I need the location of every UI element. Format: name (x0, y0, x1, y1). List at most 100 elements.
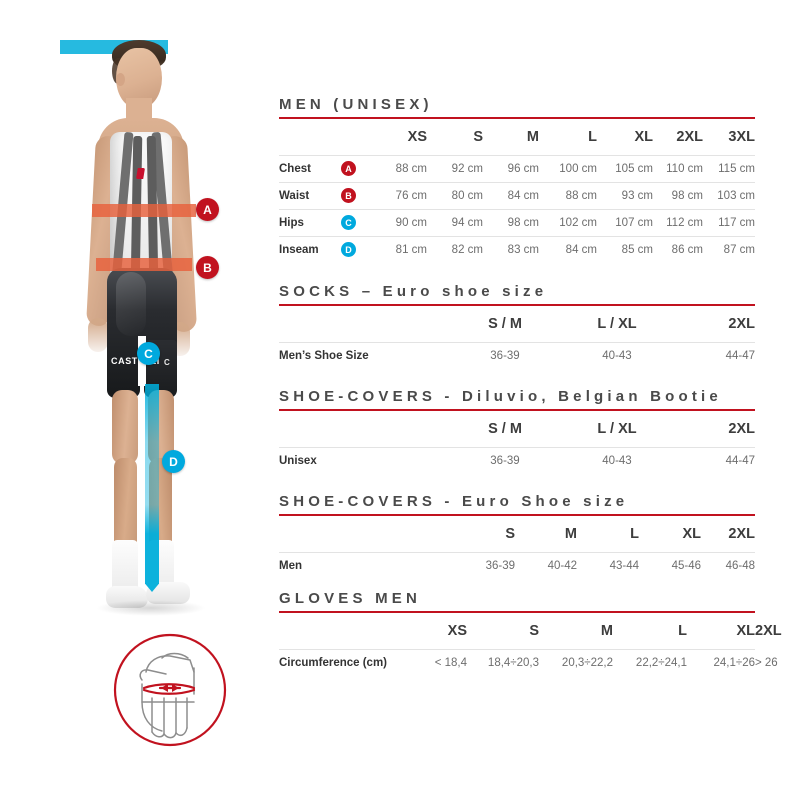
row-label: Unisex (279, 455, 317, 467)
cell-value: 94 cm (427, 209, 483, 237)
cell-value: 40-42 (547, 560, 577, 572)
table-row: Men 36-39 40-42 43-44 45-46 46-48 (279, 553, 755, 580)
cell-value: 100 cm (539, 155, 597, 183)
cell-value: 98 cm (483, 209, 539, 237)
col-header: M (483, 119, 539, 156)
table-row: Chest A 88 cm 92 cm 96 cm 100 cm 105 cm … (279, 155, 755, 183)
cell-value: 90 cm (369, 209, 427, 237)
title-rule (279, 514, 755, 516)
title-rule (279, 117, 755, 119)
col-header: M (539, 613, 613, 650)
row-label: Men (279, 560, 302, 572)
cell-value: 46-48 (725, 560, 755, 572)
row-label: Chest (279, 155, 341, 183)
cell-value: 40-43 (602, 455, 632, 467)
col-header: 2XL (673, 411, 755, 448)
col-header: XS (369, 119, 427, 156)
cell-value: 110 cm (653, 155, 703, 183)
badge-c: C (341, 215, 356, 231)
table-row: Circumference (cm) < 18,4 18,4÷20,3 20,3… (279, 650, 778, 677)
table-header-row: S / M L / XL 2XL (279, 411, 755, 448)
col-header: L / XL (561, 411, 673, 448)
shoe-covers-euro-table: S M L XL 2XL Men 36-39 40-42 43-44 45-46… (279, 516, 755, 579)
table-row: Waist B 76 cm 80 cm 84 cm 88 cm 93 cm 98… (279, 182, 755, 210)
marker-d-inseam: D (162, 450, 185, 473)
title-rule (279, 304, 755, 306)
title-rule (279, 611, 755, 613)
table-header-row: S / M L / XL 2XL (279, 306, 755, 343)
section-men-unisex: MEN (UNISEX) XS S M L XL 2XL 3XL Chest (279, 96, 755, 263)
shorts-brand-text: CASTELLI (111, 356, 160, 366)
cell-value: 112 cm (653, 209, 703, 237)
row-label: Inseam (279, 244, 319, 256)
cell-value: 92 cm (427, 155, 483, 183)
socks-table: S / M L / XL 2XL Men’s Shoe Size 36-39 4… (279, 306, 755, 369)
cell-value: 36-39 (490, 350, 520, 362)
col-header: 3XL (703, 119, 755, 156)
cell-value: 81 cm (395, 244, 427, 256)
cell-value: 96 cm (483, 155, 539, 183)
col-header: M (515, 516, 577, 553)
cell-value: 87 cm (723, 244, 755, 256)
cell-value: 20,3÷22,2 (561, 657, 613, 669)
cell-value: 36-39 (485, 560, 515, 572)
col-header: S (467, 613, 539, 650)
marker-a-chest: A (196, 198, 219, 221)
castelli-scorpion-logo (136, 168, 145, 179)
badge-b: B (341, 188, 356, 204)
section-title: GLOVES MEN (279, 590, 422, 607)
cell-value: 102 cm (539, 209, 597, 237)
size-tables: MEN (UNISEX) XS S M L XL 2XL 3XL Chest (279, 0, 782, 800)
cell-value: 117 cm (703, 209, 755, 237)
table-row: Inseam D 81 cm 82 cm 83 cm 84 cm 85 cm 8… (279, 237, 755, 264)
figure-panel: CASTELLI C A B C D (0, 0, 268, 800)
section-gloves-men: GLOVES MEN XS S M L XL 2XL Circumference… (279, 590, 782, 677)
gloves-men-table: XS S M L XL 2XL Circumference (cm) < 18,… (279, 613, 782, 677)
cell-value: 40-43 (602, 350, 632, 362)
row-label: Hips (279, 209, 341, 237)
col-header: 2XL (701, 516, 755, 553)
col-header: S / M (449, 411, 561, 448)
cell-value: 22,2÷24,1 (635, 657, 687, 669)
shoe-covers-diluvio-table: S / M L / XL 2XL Unisex 36-39 40-43 44-4… (279, 411, 755, 474)
cell-value: 82 cm (451, 244, 483, 256)
cell-value: 88 cm (539, 182, 597, 210)
table-header-row: XS S M L XL 2XL (279, 613, 782, 650)
table-header-row: S M L XL 2XL (279, 516, 755, 553)
col-header: S (449, 516, 515, 553)
cell-value: 45-46 (671, 560, 701, 572)
inseam-measure-stripe (145, 384, 159, 592)
col-header: L (577, 516, 639, 553)
col-header: L (613, 613, 687, 650)
chest-measure-band (92, 204, 196, 217)
cell-value: 83 cm (507, 244, 539, 256)
section-title: MEN (UNISEX) (279, 96, 433, 113)
cell-value: 44-47 (725, 350, 755, 362)
section-socks: SOCKS – Euro shoe size S / M L / XL 2XL … (279, 283, 755, 369)
col-header: 2XL (653, 119, 703, 156)
cell-value: 76 cm (369, 182, 427, 210)
cell-value: 93 cm (597, 182, 653, 210)
hand-circumference-icon (113, 633, 227, 747)
cell-value: 86 cm (671, 244, 703, 256)
row-label: Men’s Shoe Size (279, 350, 369, 362)
col-header: 2XL (673, 306, 755, 343)
col-header: L / XL (561, 306, 673, 343)
cell-value: 80 cm (427, 182, 483, 210)
section-title: SOCKS – Euro shoe size (279, 283, 548, 300)
col-header: L (539, 119, 597, 156)
section-title: SHOE-COVERS - Euro Shoe size (279, 493, 629, 510)
badge-a: A (341, 161, 356, 177)
cell-value: 84 cm (565, 244, 597, 256)
marker-b-waist: B (196, 256, 219, 279)
col-header: XL (687, 613, 755, 650)
table-header-row: XS S M L XL 2XL 3XL (279, 119, 755, 156)
cell-value: 88 cm (369, 155, 427, 183)
title-rule (279, 409, 755, 411)
col-header: XL (597, 119, 653, 156)
cell-value: < 18,4 (434, 657, 467, 669)
marker-c-hips: C (137, 342, 160, 365)
cyclist-photo: CASTELLI C (60, 40, 220, 616)
cell-value: 103 cm (703, 182, 755, 210)
cell-value: 24,1÷26 (713, 657, 756, 669)
